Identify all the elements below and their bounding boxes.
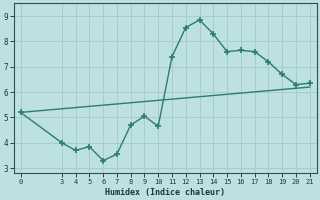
- X-axis label: Humidex (Indice chaleur): Humidex (Indice chaleur): [105, 188, 225, 197]
